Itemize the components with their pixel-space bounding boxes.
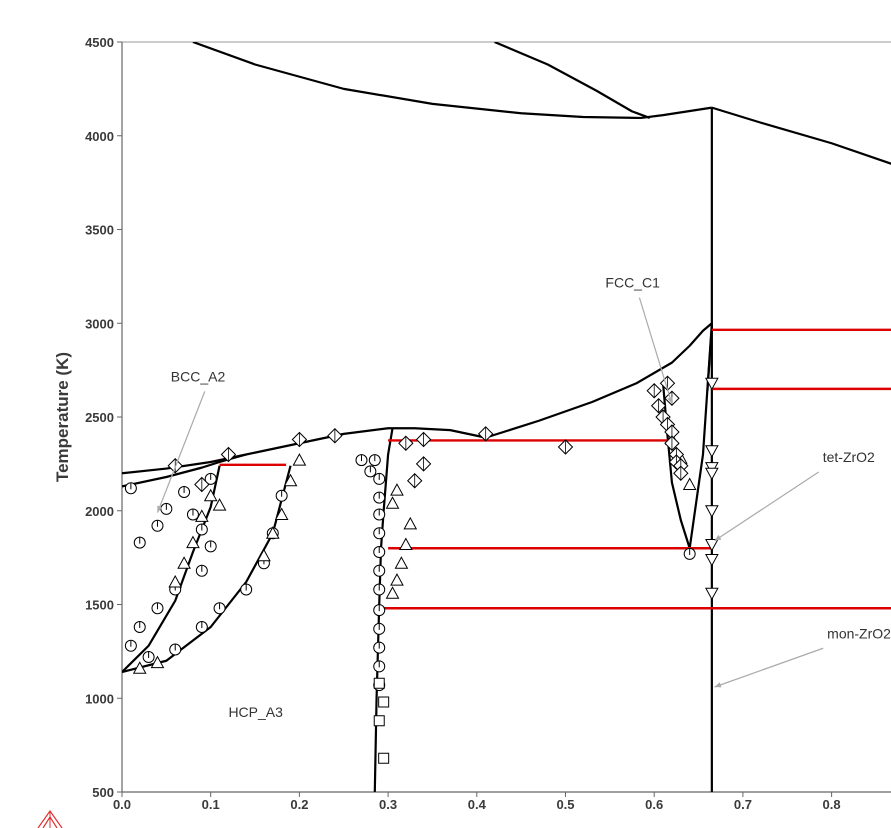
y-tick-label: 1000	[85, 691, 114, 706]
triangle-down-marker	[705, 587, 719, 601]
phase-labels: FCC_C1 BCC_A2 tet-ZrO2 mon-ZrO2 HCP_A3	[156, 275, 891, 720]
plot-area	[122, 42, 891, 792]
y-tick-label: 500	[92, 785, 114, 800]
triangle-up-marker	[265, 526, 280, 539]
phase-label: HCP_A3	[228, 704, 283, 720]
phase-boundary-line	[661, 323, 713, 550]
phase-label: tet-ZrO2	[823, 449, 875, 465]
y-tick-label: 1500	[85, 598, 114, 613]
triangle-up-marker	[385, 496, 400, 509]
phase-label: mon-ZrO2	[827, 625, 891, 641]
triangle-down-marker	[705, 539, 719, 552]
x-tick-label: 0.4	[468, 797, 487, 812]
axes: 0.00.10.20.30.40.50.60.70.80.95001000150…	[85, 35, 891, 812]
y-tick-label: 3000	[85, 316, 114, 331]
label-pointer-arrowhead	[157, 505, 163, 513]
x-tick-label: 0.1	[202, 797, 220, 812]
square-marker	[378, 752, 390, 764]
label-pointer-arrowhead	[714, 682, 722, 688]
square-marker	[373, 715, 385, 727]
label-pointer-arrowhead	[667, 396, 673, 404]
triangle-down-marker	[705, 554, 719, 567]
triangle-up-marker	[283, 473, 298, 487]
square-marker	[373, 677, 385, 689]
y-tick-label: 4500	[85, 35, 114, 50]
triangle-up-marker	[186, 535, 200, 549]
triangle-up-marker	[394, 556, 409, 569]
x-tick-label: 0.7	[734, 797, 752, 812]
triangle-up-marker	[398, 537, 413, 550]
x-tick-label: 0.0	[113, 797, 131, 812]
triangle-down-marker	[705, 467, 719, 481]
x-tick-label: 0.6	[645, 797, 663, 812]
triangle-up-marker	[212, 498, 227, 511]
label-pointer-arrowhead	[714, 534, 722, 541]
x-tick-label: 0.3	[379, 797, 397, 812]
triangle-up-marker	[132, 661, 147, 674]
triangle-up-marker	[390, 573, 404, 586]
label-pointer-line	[714, 647, 824, 688]
triangle-up-marker	[150, 655, 165, 669]
triangle-up-marker	[385, 586, 400, 599]
x-tick-label: 0.8	[823, 797, 841, 812]
y-tick-label: 4000	[85, 129, 114, 144]
triangle-up-marker	[274, 507, 289, 520]
label-pointer-line	[156, 391, 206, 513]
y-tick-label: 2000	[85, 504, 114, 519]
triangle-up-marker	[194, 509, 209, 522]
phase-boundary-line	[192, 42, 713, 120]
triangle-up-marker	[168, 574, 183, 588]
software-logo-icon	[37, 809, 63, 828]
y-tick-label: 3500	[85, 223, 114, 238]
triangle-up-marker	[257, 548, 271, 562]
square-marker	[378, 696, 390, 708]
triangle-up-marker	[292, 453, 307, 466]
triangle-up-marker	[177, 556, 191, 569]
phase-boundary-line	[494, 42, 651, 119]
label-pointer-line	[638, 297, 673, 405]
label-pointer-line	[714, 471, 820, 542]
triangle-up-marker	[403, 516, 418, 530]
phase-boundary-line	[711, 106, 891, 165]
x-tick-label: 0.2	[290, 797, 308, 812]
y-tick-label: 2500	[85, 410, 114, 425]
triangle-down-marker	[705, 445, 719, 458]
triangle-down-marker	[705, 377, 719, 391]
triangle-up-marker	[203, 488, 218, 502]
x-tick-label: 0.5	[556, 797, 574, 812]
phase-boundary-line	[122, 322, 713, 475]
phase-label: FCC_C1	[605, 275, 660, 291]
phase-label: BCC_A2	[171, 368, 226, 384]
y-axis-label: Temperature (K)	[53, 352, 72, 482]
triangle-up-marker	[682, 477, 697, 490]
triangle-up-marker	[390, 483, 404, 496]
triangle-down-marker	[705, 505, 719, 518]
